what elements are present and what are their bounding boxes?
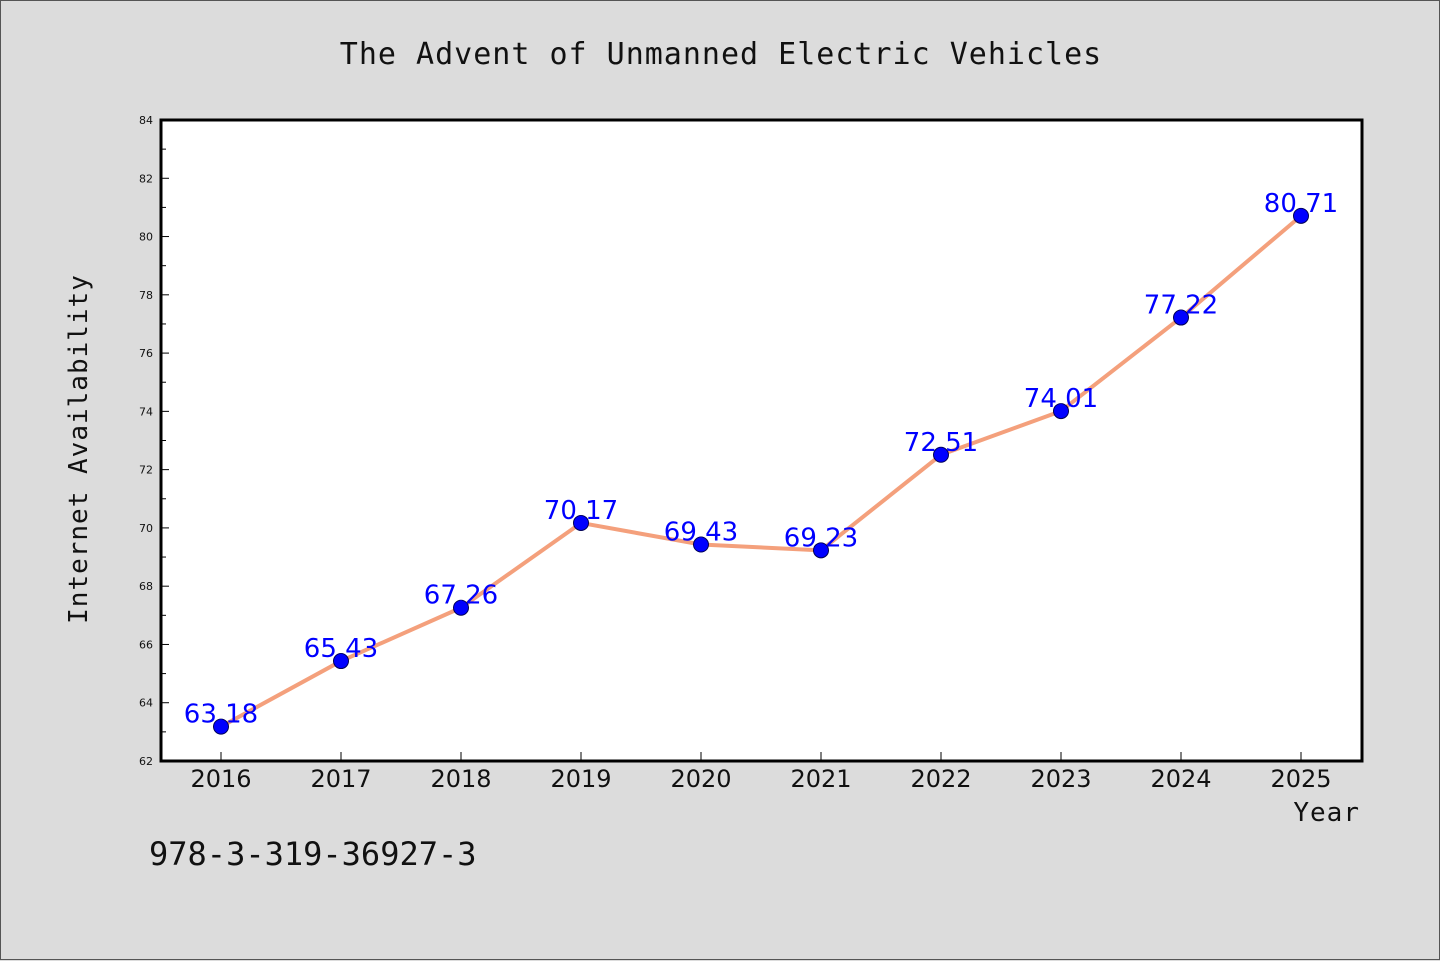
footer-code: 978-3-319-36927-3 (149, 835, 477, 873)
y-tick-label: 70 (139, 522, 153, 535)
y-tick-label: 82 (139, 172, 153, 185)
x-tick-label: 2024 (1150, 765, 1211, 793)
y-tick-label: 80 (139, 231, 153, 244)
series-group (213, 207, 1309, 735)
y-tick-label: 62 (139, 755, 153, 768)
data-label: 67.26 (424, 581, 498, 611)
y-tick-label: 74 (139, 405, 153, 418)
y-tick-label: 84 (139, 114, 153, 127)
x-tick-label: 2023 (1030, 765, 1091, 793)
y-tick-label: 64 (139, 697, 153, 710)
y-axis: 62 64 66 68 70 72 74 76 78 80 82 84 (139, 114, 169, 768)
data-label: 70.17 (544, 496, 618, 526)
x-tick-label: 2017 (310, 765, 371, 793)
data-point (1293, 207, 1309, 224)
data-label: 80.71 (1264, 189, 1338, 219)
x-axis-label: Year (1293, 798, 1360, 828)
data-label: 63.18 (184, 700, 258, 730)
data-label: 77.22 (1144, 291, 1218, 321)
y-tick-label: 66 (139, 638, 153, 651)
y-axis-label: Internet Availability (64, 274, 94, 624)
data-label: 69.43 (664, 518, 738, 548)
data-point (933, 446, 949, 463)
data-point (213, 718, 229, 735)
data-point (1053, 403, 1069, 420)
data-point (333, 653, 349, 670)
y-tick-label: 78 (139, 289, 153, 302)
series-line (219, 213, 1303, 729)
chart-title: The Advent of Unmanned Electric Vehicles (340, 37, 1102, 72)
data-label-group: 63.18 65.43 67.26 70.17 69.43 69.23 72.51 74.01… (184, 189, 1338, 730)
y-tick-label: 68 (139, 580, 153, 593)
x-tick-label: 2016 (190, 765, 251, 793)
y-tick-label: 72 (139, 464, 153, 477)
x-axis: 2016 2017 2018 2019 2020 2021 2022 2023 2024 2025 (190, 752, 1332, 793)
x-tick-label: 2019 (550, 765, 611, 793)
data-point (693, 536, 709, 553)
data-point (573, 514, 589, 531)
data-point (813, 542, 829, 559)
data-point (453, 599, 469, 616)
x-tick-label: 2020 (670, 765, 731, 793)
data-label: 74.01 (1024, 384, 1098, 414)
data-label: 72.51 (904, 428, 978, 458)
x-tick-label: 2025 (1270, 765, 1331, 793)
data-label: 65.43 (304, 634, 378, 664)
x-tick-label: 2018 (430, 765, 491, 793)
y-tick-label: 76 (139, 347, 153, 360)
data-point (1173, 309, 1189, 326)
data-label: 69.23 (784, 523, 858, 553)
x-tick-label: 2022 (910, 765, 971, 793)
x-tick-label: 2021 (790, 765, 851, 793)
